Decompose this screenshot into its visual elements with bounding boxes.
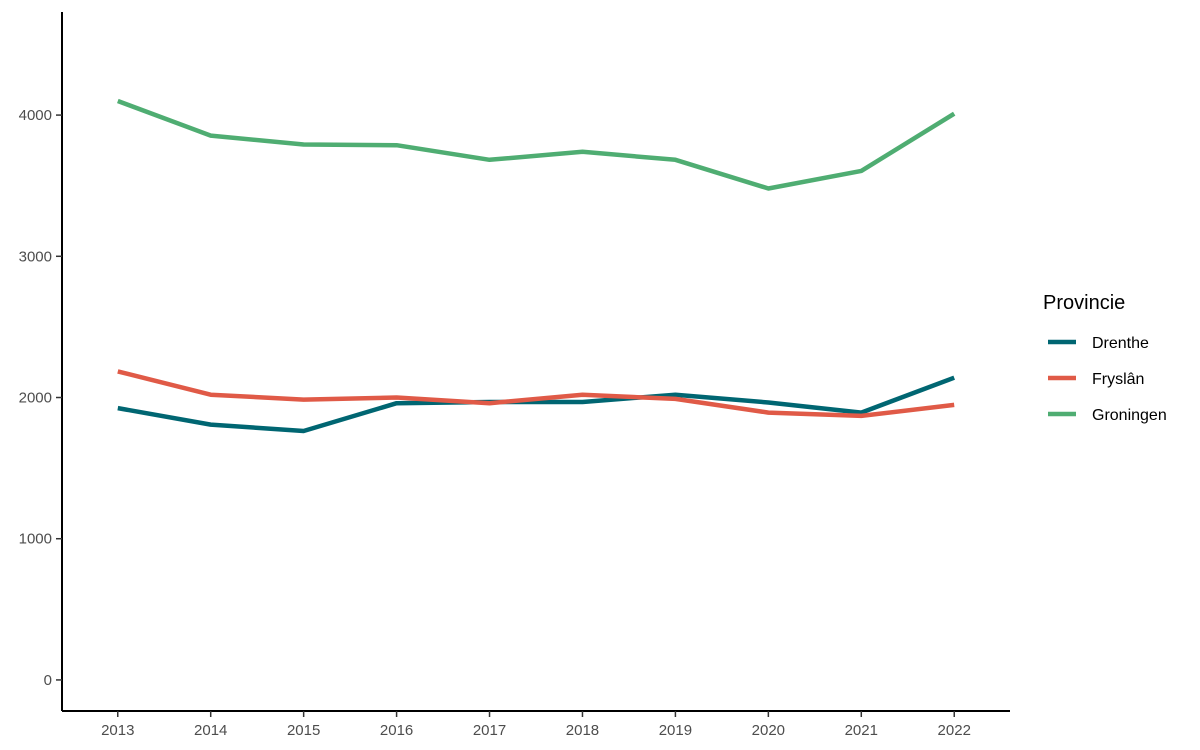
series-line-groningen	[117, 98, 956, 191]
y-tick-label: 1000	[19, 531, 52, 548]
y-tick-label: 2000	[19, 390, 52, 407]
series-line-fryslân	[117, 369, 955, 419]
x-tick-label: 2014	[194, 722, 227, 739]
legend: Provincie Drenthe Fryslân Groningen	[1043, 292, 1167, 424]
series-line-drenthe	[117, 375, 955, 434]
y-axis: 0 1000 2000 3000 4000	[19, 12, 63, 711]
x-tick-label: 2021	[845, 722, 878, 739]
series-layer	[117, 98, 956, 434]
x-tick-label: 2015	[287, 722, 320, 739]
x-tick-label: 2013	[101, 722, 134, 739]
y-tick-label: 3000	[19, 248, 52, 265]
legend-label-groningen: Groningen	[1092, 407, 1167, 424]
y-tick-label: 0	[44, 672, 52, 689]
x-tick-label: 2022	[938, 722, 971, 739]
x-tick-label: 2019	[659, 722, 692, 739]
x-tick-label: 2018	[566, 722, 599, 739]
x-tick-label: 2017	[473, 722, 506, 739]
x-tick-label: 2020	[752, 722, 785, 739]
y-tick-label: 4000	[19, 107, 52, 124]
legend-title: Provincie	[1043, 292, 1125, 314]
x-tick-label: 2016	[380, 722, 413, 739]
legend-label-fryslân: Fryslân	[1092, 371, 1144, 388]
x-axis: 2013 2014 2015 2016 2017 2018 2019 2020 2021 2022	[62, 710, 1010, 739]
legend-label-drenthe: Drenthe	[1092, 335, 1149, 352]
